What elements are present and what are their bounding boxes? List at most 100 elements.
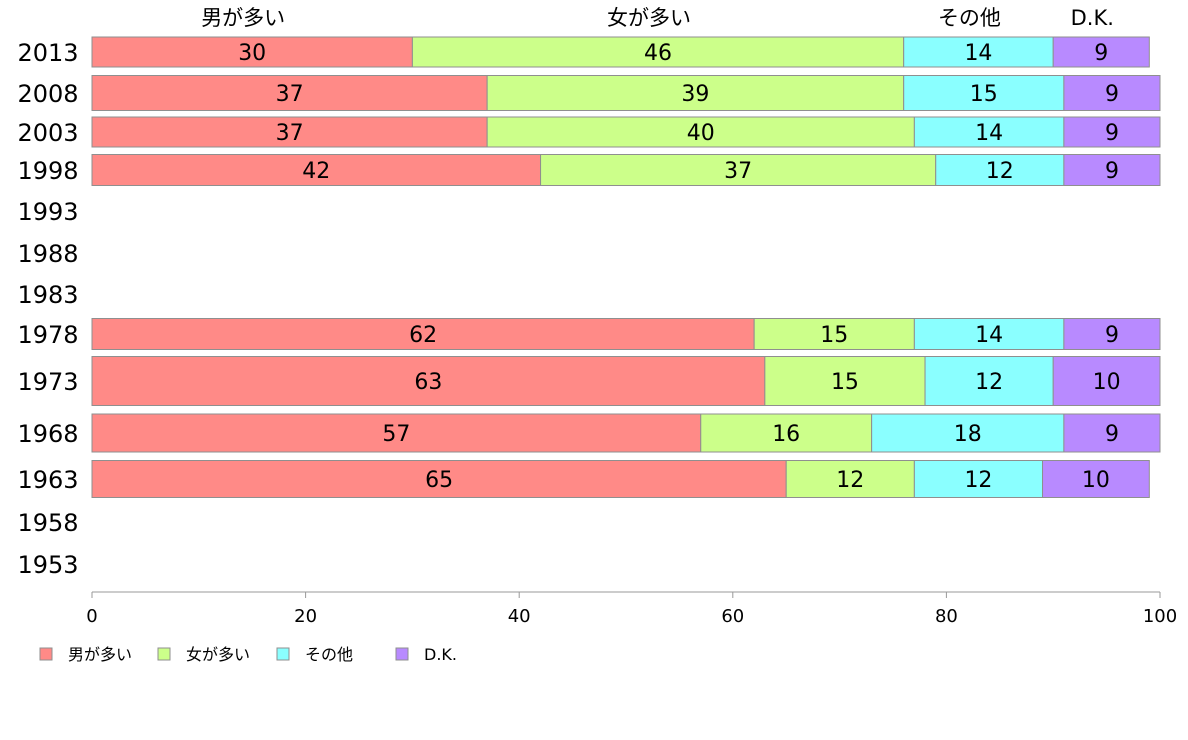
legend-label: その他 — [305, 645, 353, 664]
year-label: 2008 — [17, 80, 78, 108]
legend-label: 女が多い — [186, 645, 250, 664]
bar-segment — [91, 318, 755, 350]
data-label: 46 — [644, 41, 672, 66]
x-axis: 0 20 40 60 80 100 — [86, 591, 1177, 627]
legend-item: その他 — [276, 645, 353, 664]
bar-segment — [91, 154, 542, 186]
data-label: 62 — [409, 323, 437, 348]
x-tick-label: 0 — [86, 606, 97, 627]
legend-label: 男が多い — [68, 645, 132, 664]
bar-segment — [91, 356, 766, 406]
year-label: 1988 — [17, 240, 78, 268]
bar-segment — [91, 116, 488, 148]
year-label: 1998 — [17, 157, 78, 185]
legend-item: D.K. — [395, 645, 457, 664]
bar-segment — [91, 413, 702, 453]
data-label: 14 — [975, 323, 1003, 348]
data-label: 12 — [975, 370, 1003, 395]
data-label: 9 — [1105, 121, 1119, 146]
year-label: 2013 — [17, 39, 78, 67]
bars: 30 46 14 9 37 39 15 9 37 40 14 9 42 37 12 9 62 15 14 9 63 15 1… — [91, 36, 1161, 498]
data-label: 37 — [724, 159, 752, 184]
data-label: 9 — [1105, 422, 1119, 447]
year-label: 1993 — [17, 198, 78, 226]
legend-item: 女が多い — [157, 645, 250, 664]
legend-item: 男が多い — [39, 645, 132, 664]
data-label: 12 — [986, 159, 1014, 184]
bar-segment — [1063, 413, 1161, 453]
legend-label: D.K. — [424, 645, 457, 664]
bar-segment — [411, 36, 905, 68]
data-label: 57 — [382, 422, 410, 447]
bar-segment — [913, 318, 1065, 350]
year-labels: 2013 2008 2003 1998 1993 1988 1983 1978 1973 1968… — [17, 39, 78, 579]
legend-swatch — [39, 647, 53, 661]
data-label: 12 — [836, 468, 864, 493]
bar-segment — [486, 116, 915, 148]
data-label: 65 — [425, 468, 453, 493]
x-tick-label: 20 — [294, 606, 317, 627]
bar-segment — [1052, 36, 1150, 68]
bar-segment — [924, 356, 1054, 406]
data-label: 15 — [831, 370, 859, 395]
x-tick-label: 60 — [721, 606, 744, 627]
x-tick-label: 40 — [508, 606, 531, 627]
bar-segment — [871, 413, 1065, 453]
series-header: その他 — [938, 6, 1001, 30]
year-label: 1973 — [17, 368, 78, 396]
legend: 男が多い 女が多い その他 D.K. — [39, 645, 457, 664]
data-label: 9 — [1094, 41, 1108, 66]
legend-swatch — [157, 647, 171, 661]
data-label: 40 — [687, 121, 715, 146]
bar-segment — [486, 75, 905, 111]
year-label: 2003 — [17, 119, 78, 147]
data-label: 14 — [964, 41, 992, 66]
bar-segment — [913, 460, 1044, 498]
bar-segment — [91, 460, 787, 498]
data-label: 16 — [772, 422, 800, 447]
legend-swatch — [276, 647, 290, 661]
data-label: 63 — [414, 370, 442, 395]
series-header: 男が多い — [201, 6, 285, 30]
bar-segment — [1063, 154, 1161, 186]
data-label: 12 — [964, 468, 992, 493]
data-label: 10 — [1093, 370, 1121, 395]
x-tick-label: 100 — [1143, 606, 1177, 627]
year-label: 1978 — [17, 321, 78, 349]
series-header: D.K. — [1071, 6, 1114, 30]
legend-swatch — [395, 647, 409, 661]
bar-segment — [903, 36, 1054, 68]
data-label: 9 — [1105, 323, 1119, 348]
year-label: 1963 — [17, 466, 78, 494]
bar-segment — [1042, 460, 1150, 498]
bar-segment — [91, 36, 413, 68]
bar-segment — [1063, 75, 1161, 111]
data-label: 10 — [1082, 468, 1110, 493]
bar-segment — [540, 154, 937, 186]
data-label: 15 — [970, 82, 998, 107]
year-label: 1983 — [17, 281, 78, 309]
year-label: 1968 — [17, 420, 78, 448]
data-label: 14 — [975, 121, 1003, 146]
segment-headers: 男が多い 女が多い その他 D.K. — [201, 6, 1114, 30]
bar-segment — [1063, 318, 1161, 350]
bar-segment — [764, 356, 926, 406]
data-label: 30 — [238, 41, 266, 66]
data-label: 15 — [820, 323, 848, 348]
bar-segment — [91, 75, 488, 111]
data-label: 18 — [954, 422, 982, 447]
series-header: 女が多い — [607, 6, 691, 30]
x-tick-label: 80 — [935, 606, 958, 627]
bar-segment — [1052, 356, 1161, 406]
data-label: 37 — [276, 121, 304, 146]
bar-segment — [753, 318, 915, 350]
data-label: 42 — [302, 159, 330, 184]
bar-segment — [903, 75, 1065, 111]
year-label: 1958 — [17, 509, 78, 537]
data-label: 9 — [1105, 82, 1119, 107]
year-label: 1953 — [17, 551, 78, 579]
data-label: 39 — [681, 82, 709, 107]
data-label: 9 — [1105, 159, 1119, 184]
